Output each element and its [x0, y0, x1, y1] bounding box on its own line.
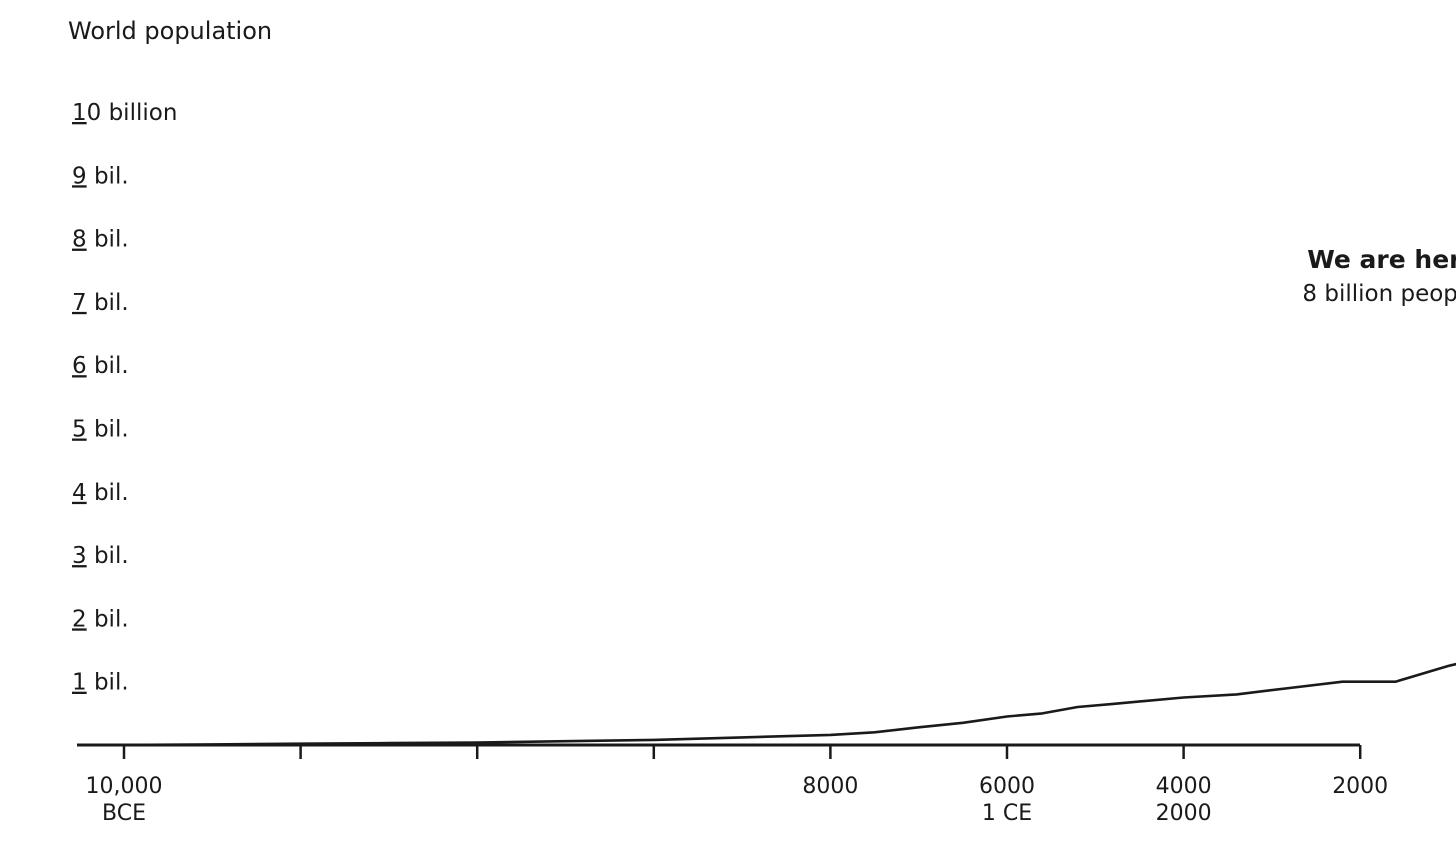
x-tick-label: 10,000 — [86, 774, 163, 799]
y-tick-label-lead: 8 — [72, 227, 87, 253]
y-tick-label-rest: bil. — [87, 480, 129, 506]
y-tick-label-lead: 3 — [72, 543, 87, 569]
y-tick-label: 5 bil. — [72, 417, 129, 443]
y-tick-label: 9 bil. — [72, 163, 129, 189]
y-tick-label-rest: bil. — [87, 606, 129, 632]
chart-title: World population — [68, 17, 272, 45]
x-tick-sublabel: BCE — [102, 801, 146, 826]
y-tick-label-lead: 9 — [72, 163, 87, 189]
y-tick-label-rest: bil. — [87, 543, 129, 569]
x-tick-label: 6000 — [979, 774, 1035, 799]
y-tick-label-rest: bil. — [87, 227, 129, 253]
y-tick-label-lead: 1 — [72, 670, 87, 696]
y-tick-label-rest: bil. — [87, 417, 129, 443]
y-tick-label-rest: 0 billion — [87, 100, 178, 126]
x-tick-label: 8000 — [802, 774, 858, 799]
y-tick-label-rest: bil. — [87, 290, 129, 316]
y-tick-label-lead: 1 — [72, 100, 87, 126]
y-axis: 1 bil.2 bil.3 bil.4 bil.5 bil.6 bil.7 bi… — [72, 100, 177, 696]
y-tick-label-rest: bil. — [87, 353, 129, 379]
y-tick-label-lead: 4 — [72, 480, 87, 506]
x-tick-label: 2000 — [1332, 774, 1388, 799]
y-tick-label: 10 billion — [72, 100, 177, 126]
series-group — [122, 662, 1456, 747]
y-tick-label-lead: 5 — [72, 417, 87, 443]
y-tick-label: 4 bil. — [72, 480, 129, 506]
y-tick-label: 1 bil. — [72, 670, 129, 696]
x-tick-sublabel: 1 CE — [982, 801, 1032, 826]
y-tick-label-rest: bil. — [87, 163, 129, 189]
y-tick-label: 8 bil. — [72, 227, 129, 253]
annotation-title: We are here — [1307, 245, 1456, 274]
y-tick-label-lead: 6 — [72, 353, 87, 379]
x-tick-label: 4000 — [1156, 774, 1212, 799]
annotation: We are here 8 billion people — [1302, 245, 1456, 307]
y-tick-label: 7 bil. — [72, 290, 129, 316]
x-tick-sublabel: 2000 — [1156, 801, 1212, 826]
y-tick-label-lead: 7 — [72, 290, 87, 316]
y-tick-label-rest: bil. — [87, 670, 129, 696]
historical-series-line — [122, 662, 1456, 747]
y-tick-label-lead: 2 — [72, 606, 87, 632]
y-tick-label: 6 bil. — [72, 353, 129, 379]
y-tick-label: 2 bil. — [72, 606, 129, 632]
y-tick-label: 3 bil. — [72, 543, 129, 569]
annotation-subtitle: 8 billion people — [1302, 281, 1456, 307]
